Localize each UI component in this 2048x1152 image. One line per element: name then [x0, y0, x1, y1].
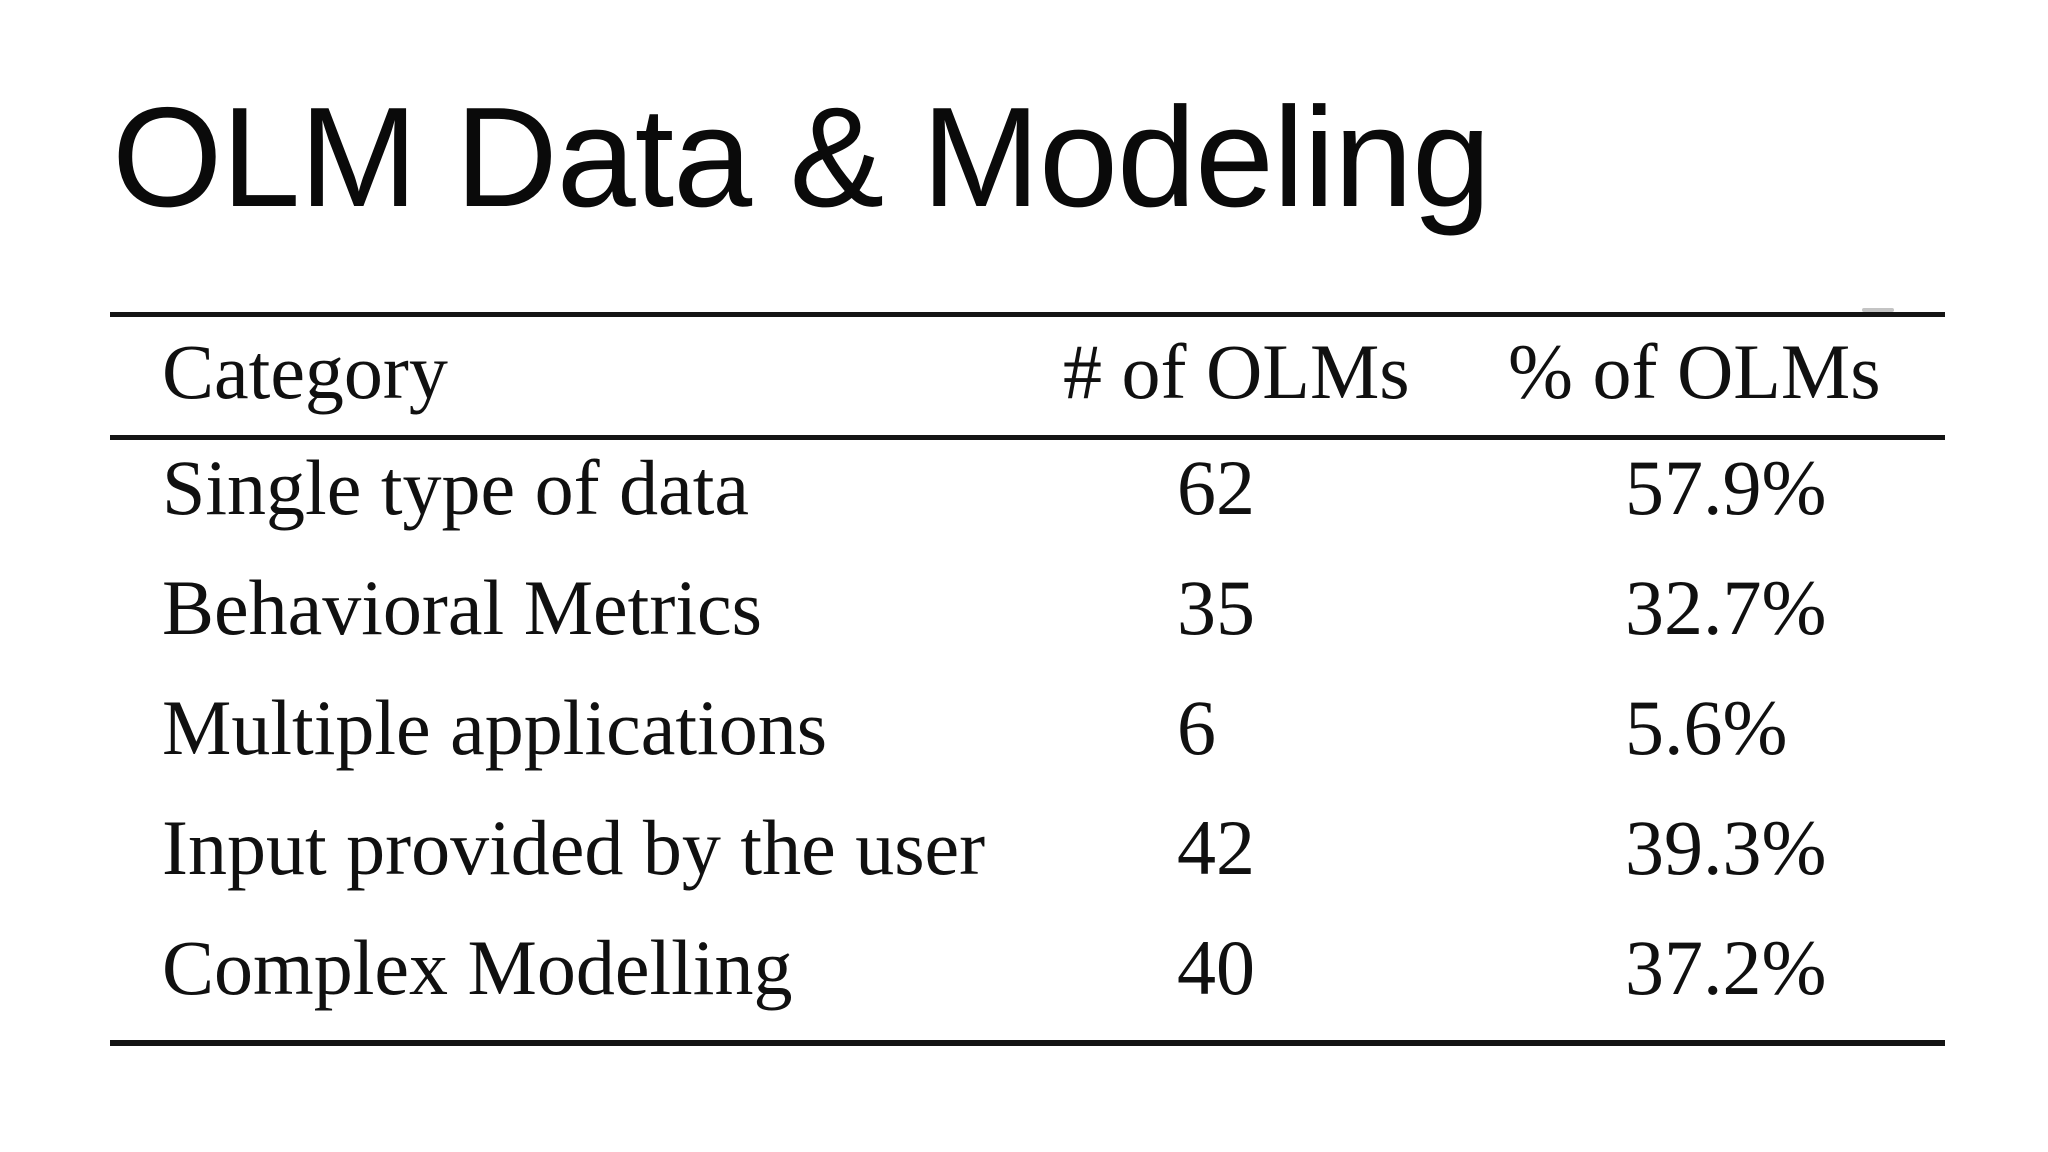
- row-category: Complex Modelling: [162, 924, 793, 1011]
- table-row: Complex Modelling 40 37.2%: [110, 920, 1945, 1043]
- row-category: Multiple applications: [162, 684, 828, 771]
- row-category: Input provided by the user: [162, 804, 986, 891]
- row-count: 35: [1177, 564, 1255, 651]
- table-row: Behavioral Metrics 35 32.7%: [110, 560, 1945, 680]
- row-percent: 32.7%: [1625, 564, 1827, 651]
- row-count: 6: [1177, 684, 1216, 771]
- row-count: 42: [1177, 804, 1255, 891]
- table-row: Multiple applications 6 5.6%: [110, 680, 1945, 800]
- row-count: 62: [1177, 444, 1255, 531]
- table-header-row: Category # of OLMs % of OLMs: [110, 314, 1945, 440]
- row-count: 40: [1177, 924, 1255, 1011]
- row-percent: 39.3%: [1625, 804, 1827, 891]
- olm-statistics-table: Category # of OLMs % of OLMs Single type…: [110, 312, 1945, 1046]
- data-table: Category # of OLMs % of OLMs Single type…: [110, 312, 1945, 1046]
- slide-title: OLM Data & Modeling: [112, 78, 1491, 237]
- column-header-percent: % of OLMs: [1455, 314, 1945, 440]
- column-header-category: Category: [110, 314, 1055, 440]
- row-category: Single type of data: [162, 444, 750, 531]
- scan-artifact-dash: [1862, 308, 1894, 312]
- row-percent: 5.6%: [1625, 684, 1788, 771]
- row-percent: 57.9%: [1625, 444, 1827, 531]
- table-row: Input provided by the user 42 39.3%: [110, 800, 1945, 920]
- table-row: Single type of data 62 57.9%: [110, 438, 1945, 561]
- column-header-count: # of OLMs: [1055, 314, 1455, 440]
- row-category: Behavioral Metrics: [162, 564, 762, 651]
- row-percent: 37.2%: [1625, 924, 1827, 1011]
